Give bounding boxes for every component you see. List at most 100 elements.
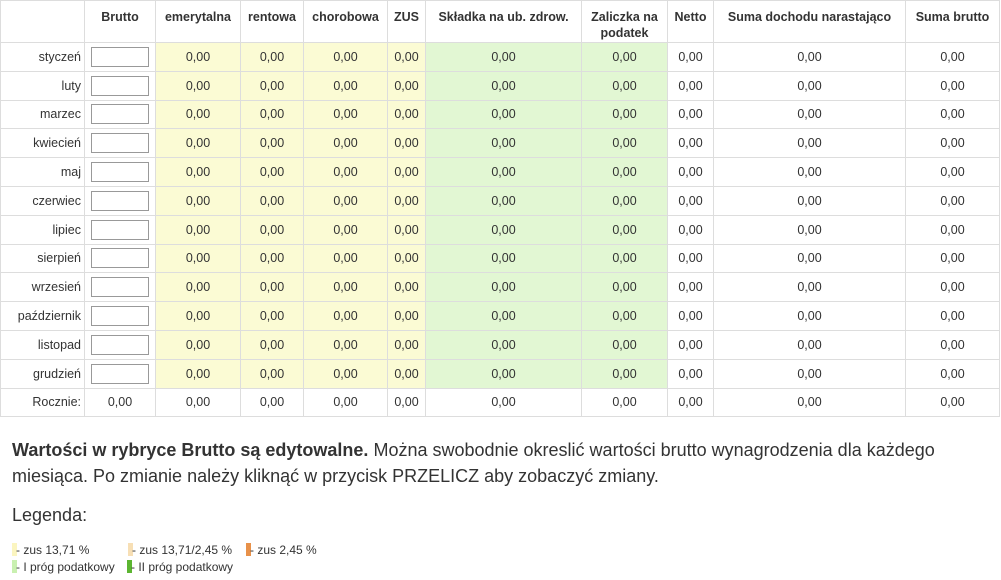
value-cell: 0,00 — [905, 243, 1000, 274]
brutto-input[interactable] — [91, 104, 149, 125]
value-cell: 0,00 — [387, 214, 426, 245]
note-bold: Wartości w rybryce Brutto są edytowalne. — [12, 440, 369, 460]
legend-swatch — [12, 560, 17, 573]
brutto-input[interactable] — [91, 277, 149, 298]
value-cell: 0,00 — [155, 42, 241, 72]
column-header: Suma dochodu narastająco — [713, 0, 906, 43]
legend-item: - zus 13,71/2,45 % — [132, 543, 233, 557]
brutto-input[interactable] — [91, 46, 149, 67]
value-cell: 0,00 — [713, 243, 906, 274]
month-row: czerwiec 0,00 0,00 0,00 0,00 0,00 0,00 0,00 0,00… — [0, 185, 1000, 216]
month-row: kwiecień 0,00 0,00 0,00 0,00 0,00 0,00 0,00 0,00… — [0, 128, 1000, 159]
brutto-cell — [84, 272, 156, 303]
value-cell: 0,00 — [240, 70, 304, 101]
value-cell: 0,00 — [713, 70, 906, 101]
month-label: styczeń — [0, 42, 85, 72]
legend-item: - II próg podatkowy — [131, 560, 234, 574]
month-label: maj — [0, 157, 85, 187]
note-text: Można swobodnie okreslić wartości brutto… — [12, 440, 935, 486]
value-cell: 0,00 — [303, 358, 388, 389]
value-cell: 0,00 — [581, 99, 668, 130]
value-cell: 0,00 — [425, 157, 582, 187]
value-cell: 0,00 — [387, 329, 426, 360]
value-cell: 0,00 — [425, 128, 582, 159]
value-cell: 0,00 — [905, 42, 1000, 72]
brutto-input[interactable] — [91, 363, 149, 384]
column-header: Zaliczka na podatek — [581, 0, 668, 43]
month-label: październik — [0, 301, 85, 331]
value-cell: 0,00 — [240, 185, 304, 216]
month-row: marzec 0,00 0,00 0,00 0,00 0,00 0,00 0,00 0,00 0,… — [0, 99, 1000, 130]
total-cell: 0,00 — [905, 387, 1000, 418]
value-cell: 0,00 — [667, 185, 714, 216]
value-cell: 0,00 — [155, 243, 241, 274]
total-label: Rocznie: — [0, 387, 85, 418]
value-cell: 0,00 — [155, 70, 241, 101]
value-cell: 0,00 — [303, 272, 388, 303]
value-cell: 0,00 — [240, 214, 304, 245]
column-header: ZUS — [387, 0, 426, 43]
brutto-input[interactable] — [91, 306, 149, 327]
total-cell: 0,00 — [240, 387, 304, 418]
brutto-cell — [84, 70, 156, 101]
total-cell: 0,00 — [303, 387, 388, 418]
value-cell: 0,00 — [667, 272, 714, 303]
value-cell: 0,00 — [713, 272, 906, 303]
value-cell: 0,00 — [425, 70, 582, 101]
brutto-cell — [84, 99, 156, 130]
value-cell: 0,00 — [387, 128, 426, 159]
value-cell: 0,00 — [667, 358, 714, 389]
brutto-input[interactable] — [91, 162, 149, 183]
column-header: Brutto — [84, 0, 156, 43]
value-cell: 0,00 — [303, 329, 388, 360]
brutto-input[interactable] — [91, 334, 149, 355]
column-header: rentowa — [240, 0, 304, 43]
brutto-input[interactable] — [91, 190, 149, 211]
value-cell: 0,00 — [425, 185, 582, 216]
value-cell: 0,00 — [667, 243, 714, 274]
brutto-cell — [84, 301, 156, 331]
legend-swatch — [127, 560, 132, 573]
brutto-input[interactable] — [91, 248, 149, 269]
brutto-input[interactable] — [91, 219, 149, 240]
value-cell: 0,00 — [387, 243, 426, 274]
brutto-input[interactable] — [91, 133, 149, 154]
value-cell: 0,00 — [303, 99, 388, 130]
value-cell: 0,00 — [303, 42, 388, 72]
value-cell: 0,00 — [667, 70, 714, 101]
value-cell: 0,00 — [905, 358, 1000, 389]
value-cell: 0,00 — [581, 70, 668, 101]
value-cell: 0,00 — [240, 128, 304, 159]
legend-item: - I próg podatkowy — [16, 560, 115, 574]
total-cell: 0,00 — [581, 387, 668, 418]
month-row: listopad 0,00 0,00 0,00 0,00 0,00 0,00 0,00 0,00… — [0, 329, 1000, 360]
value-cell: 0,00 — [240, 329, 304, 360]
value-cell: 0,00 — [581, 185, 668, 216]
month-label: grudzień — [0, 358, 85, 389]
value-cell: 0,00 — [905, 301, 1000, 331]
legend-swatch — [12, 543, 17, 556]
brutto-cell — [84, 128, 156, 159]
month-row: grudzień 0,00 0,00 0,00 0,00 0,00 0,00 0,00 0,00… — [0, 358, 1000, 389]
value-cell: 0,00 — [303, 128, 388, 159]
total-cell: 0,00 — [667, 387, 714, 418]
value-cell: 0,00 — [713, 157, 906, 187]
value-cell: 0,00 — [667, 128, 714, 159]
value-cell: 0,00 — [240, 157, 304, 187]
value-cell: 0,00 — [387, 185, 426, 216]
value-cell: 0,00 — [905, 128, 1000, 159]
month-row: maj 0,00 0,00 0,00 0,00 0,00 0,00 0,00 0,00 0,00 — [0, 157, 1000, 187]
value-cell: 0,00 — [387, 358, 426, 389]
value-cell: 0,00 — [155, 272, 241, 303]
month-label: luty — [0, 70, 85, 101]
value-cell: 0,00 — [303, 185, 388, 216]
month-row: październik 0,00 0,00 0,00 0,00 0,00 0,00 0,00 0… — [0, 301, 1000, 331]
brutto-input[interactable] — [91, 75, 149, 96]
legend-item: - zus 13,71 % — [16, 543, 90, 557]
total-cell: 0,00 — [713, 387, 906, 418]
column-header: Suma brutto — [905, 0, 1000, 43]
column-header: chorobowa — [303, 0, 388, 43]
value-cell: 0,00 — [303, 157, 388, 187]
column-header: Składka na ub. zdrow. — [425, 0, 582, 43]
